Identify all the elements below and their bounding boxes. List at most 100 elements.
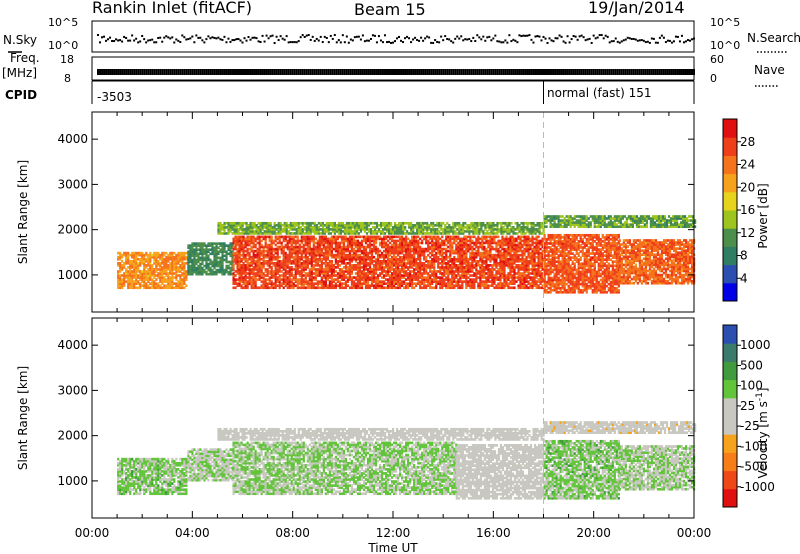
heatmap-cell (423, 235, 426, 239)
heatmap-cell (364, 278, 368, 281)
heatmap-cell (491, 253, 494, 257)
heatmap-cell (399, 274, 402, 277)
heatmap-cell (308, 243, 311, 247)
freq-sample (349, 69, 352, 75)
freq-sample (173, 69, 176, 75)
freq-sample (644, 69, 647, 75)
freq-sample (215, 69, 218, 75)
heatmap-cell (451, 241, 454, 245)
heatmap-cell (465, 237, 468, 241)
heatmap-cell (531, 249, 534, 253)
heatmap-cell (268, 272, 271, 275)
heatmap-cell (280, 264, 283, 267)
heatmap-cell (281, 223, 284, 227)
heatmap-cell (362, 247, 366, 251)
heatmap-cell (393, 253, 396, 257)
heatmap-cell (163, 262, 166, 265)
heatmap-cell (348, 235, 352, 239)
heatmap-cell (523, 243, 526, 247)
heatmap-cell (441, 286, 444, 290)
heatmap-cell (137, 268, 140, 271)
freq-sample (398, 69, 401, 75)
freq-sample (113, 69, 116, 75)
heatmap-cell (509, 276, 512, 279)
heatmap-cell (295, 223, 298, 227)
heatmap-cell (475, 251, 478, 255)
heatmap-cell (495, 284, 498, 288)
heatmap-cell (264, 274, 267, 277)
heatmap-cell (531, 251, 534, 255)
heatmap-cell (276, 253, 279, 257)
heatmap-cell (273, 232, 276, 235)
heatmap-cell (489, 247, 492, 251)
heatmap-cell (203, 258, 206, 262)
heatmap-cell (169, 268, 172, 271)
heatmap-cell (539, 239, 542, 243)
heatmap-cell (517, 286, 520, 290)
heatmap-cell (286, 278, 289, 281)
heatmap-cell (227, 248, 230, 252)
heatmap-cell (288, 286, 291, 290)
heatmap-cell (294, 253, 297, 257)
heatmap-cell (447, 274, 450, 277)
heatmap-cell (397, 270, 400, 273)
heatmap-cell (320, 268, 323, 271)
heatmap-cell (292, 237, 295, 241)
heatmap-cell (417, 255, 420, 259)
heatmap-cell (384, 266, 388, 269)
heatmap-cell (266, 264, 269, 267)
heatmap-cell (445, 268, 448, 271)
heatmap-cell (322, 237, 325, 241)
heatmap-cell (407, 245, 410, 249)
heatmap-cell (242, 247, 245, 251)
heatmap-cell (242, 249, 245, 253)
heatmap-cell (252, 284, 255, 288)
heatmap-cell (368, 270, 372, 273)
heatmap-cell (246, 241, 249, 245)
heatmap-cell (388, 268, 392, 271)
heatmap-cell (535, 264, 538, 267)
heatmap-cell (277, 221, 280, 225)
heatmap-cell (445, 249, 448, 253)
heatmap-cell (376, 286, 380, 290)
noise-sample (608, 41, 611, 44)
heatmap-cell (529, 253, 532, 257)
heatmap-cell (141, 276, 144, 279)
heatmap-cell (405, 247, 408, 251)
heatmap-cell (133, 272, 136, 275)
heatmap-cell (457, 241, 460, 245)
heatmap-cell (344, 235, 348, 239)
heatmap-cell (308, 259, 311, 263)
heatmap-cell (417, 272, 420, 275)
heatmap-cell (485, 257, 488, 261)
heatmap-cell (274, 251, 277, 255)
heatmap-cell (386, 253, 390, 257)
heatmap-cell (531, 235, 534, 239)
heatmap-cell (372, 247, 376, 251)
heatmap-cell (308, 268, 311, 271)
heatmap-cell (453, 255, 456, 259)
freq-sample (584, 69, 587, 75)
heatmap-cell (501, 276, 504, 279)
heatmap-cell (429, 280, 432, 283)
heatmap-cell (364, 282, 368, 285)
heatmap-cell (308, 251, 311, 255)
heatmap-cell (284, 251, 287, 255)
heatmap-cell (399, 251, 402, 255)
heatmap-cell (193, 248, 196, 252)
heatmap-cell (290, 251, 293, 255)
heatmap-cell (376, 257, 380, 261)
heatmap-cell (181, 257, 184, 261)
heatmap-cell (239, 226, 242, 229)
heatmap-cell (372, 235, 376, 239)
heatmap-cell (380, 264, 384, 267)
noise-sample (550, 39, 553, 42)
heatmap-cell (201, 272, 204, 276)
heatmap-cell (417, 262, 420, 265)
freq-sample (111, 69, 114, 75)
heatmap-cell (521, 276, 524, 279)
heatmap-cell (141, 270, 144, 273)
heatmap-cell (322, 282, 325, 285)
heatmap-cell (382, 259, 386, 263)
heatmap-cell (505, 243, 508, 247)
